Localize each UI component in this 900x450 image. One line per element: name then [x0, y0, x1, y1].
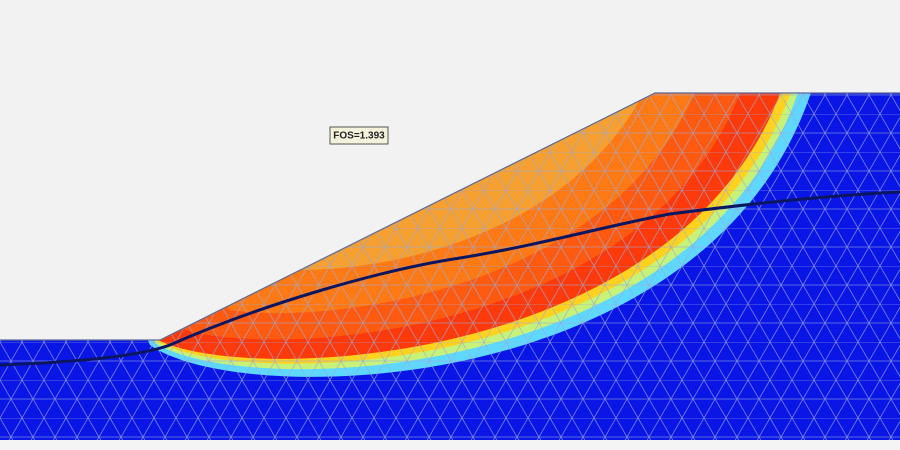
footer-strip — [0, 440, 900, 450]
fos-label: FOS=1.393 — [329, 126, 389, 145]
fos-text: FOS=1.393 — [333, 131, 385, 142]
ground-surface — [0, 92, 900, 341]
label-box — [329, 126, 389, 145]
water-table — [0, 190, 900, 367]
